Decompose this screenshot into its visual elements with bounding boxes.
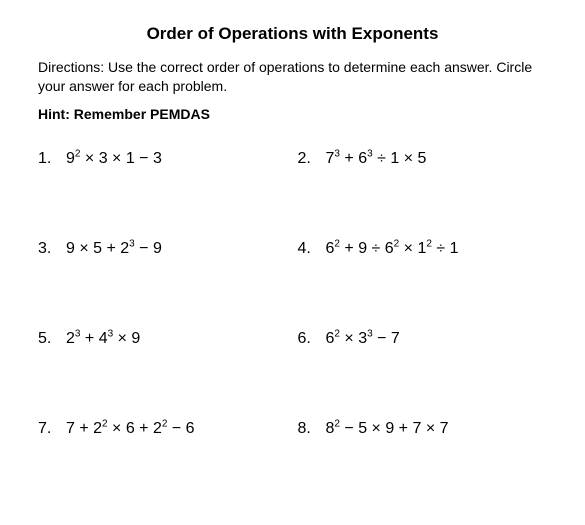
problem-8: 8. 82 − 5 × 9 + 7 × 7 bbox=[298, 420, 548, 438]
page-title: Order of Operations with Exponents bbox=[38, 24, 547, 44]
problem-number: 6. bbox=[298, 330, 326, 348]
problem-number: 7. bbox=[38, 420, 66, 438]
problem-expression: 62 + 9 ÷ 62 × 12 ÷ 1 bbox=[326, 240, 459, 258]
problem-6: 6. 62 × 33 − 7 bbox=[298, 330, 548, 348]
problem-expression: 9 × 5 + 23 − 9 bbox=[66, 240, 162, 258]
hint-label: Hint: bbox=[38, 106, 70, 122]
problems-grid: 1. 92 × 3 × 1 − 3 2. 73 + 63 ÷ 1 × 5 3. … bbox=[38, 150, 547, 438]
hint-line: Hint: Remember PEMDAS bbox=[38, 106, 547, 122]
problem-number: 4. bbox=[298, 240, 326, 258]
problem-4: 4. 62 + 9 ÷ 62 × 12 ÷ 1 bbox=[298, 240, 548, 258]
problem-3: 3. 9 × 5 + 23 − 9 bbox=[38, 240, 288, 258]
problem-expression: 23 + 43 × 9 bbox=[66, 330, 140, 348]
problem-number: 8. bbox=[298, 420, 326, 438]
problem-1: 1. 92 × 3 × 1 − 3 bbox=[38, 150, 288, 168]
problem-expression: 73 + 63 ÷ 1 × 5 bbox=[326, 150, 427, 168]
directions-text: Directions: Use the correct order of ope… bbox=[38, 58, 547, 96]
problem-2: 2. 73 + 63 ÷ 1 × 5 bbox=[298, 150, 548, 168]
hint-text: Remember PEMDAS bbox=[74, 106, 210, 122]
problem-number: 2. bbox=[298, 150, 326, 168]
problem-number: 3. bbox=[38, 240, 66, 258]
problem-expression: 82 − 5 × 9 + 7 × 7 bbox=[326, 420, 449, 438]
problem-expression: 62 × 33 − 7 bbox=[326, 330, 400, 348]
problem-expression: 92 × 3 × 1 − 3 bbox=[66, 150, 162, 168]
worksheet-page: Order of Operations with Exponents Direc… bbox=[0, 0, 585, 438]
problem-5: 5. 23 + 43 × 9 bbox=[38, 330, 288, 348]
problem-7: 7. 7 + 22 × 6 + 22 − 6 bbox=[38, 420, 288, 438]
problem-expression: 7 + 22 × 6 + 22 − 6 bbox=[66, 420, 195, 438]
problem-number: 1. bbox=[38, 150, 66, 168]
problem-number: 5. bbox=[38, 330, 66, 348]
